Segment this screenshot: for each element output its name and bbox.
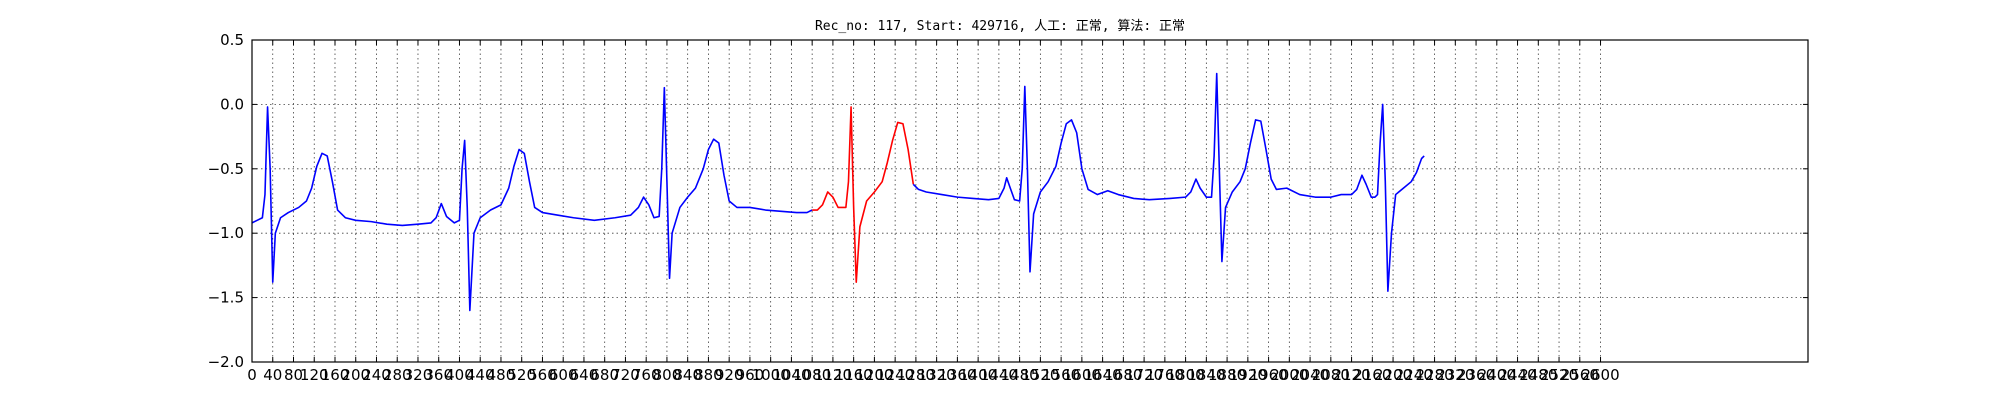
x-tick-label: 2120 (1332, 366, 1370, 384)
x-tick-label: 1040 (772, 366, 810, 384)
y-tick-label: −1.5 (208, 289, 244, 307)
x-tick-label: 2200 (1374, 366, 1412, 384)
x-tick-label: 840 (673, 366, 702, 384)
x-tick-label: 2080 (1312, 366, 1350, 384)
x-tick-label: 2360 (1457, 366, 1495, 384)
x-axis: 0 40 8012016020024028032036040044048052056… (247, 40, 1620, 384)
x-tick-label: 1920 (1229, 366, 1267, 384)
x-tick-label: 560 (528, 366, 557, 384)
x-tick-label: 240 (362, 366, 391, 384)
x-tick-label: 2320 (1436, 366, 1474, 384)
ecg-trace-after (912, 72, 1425, 292)
x-tick-label: 2480 (1519, 366, 1557, 384)
x-tick-label: 1840 (1187, 366, 1225, 384)
x-tick-label: 2520 (1540, 366, 1578, 384)
x-tick-label: 1200 (855, 366, 893, 384)
x-tick-label: 1440 (980, 366, 1018, 384)
x-tick-label: 1760 (1146, 366, 1184, 384)
x-tick-label: 440 (466, 366, 495, 384)
x-tick-label: 2440 (1498, 366, 1536, 384)
x-tick-label: 1480 (1001, 366, 1039, 384)
ecg-trace-before (251, 86, 813, 312)
x-tick-label: 1320 (918, 366, 956, 384)
y-tick-label: −2.0 (208, 353, 244, 371)
x-tick-label: 600 (549, 366, 578, 384)
x-tick-label: 1240 (876, 366, 914, 384)
x-tick-label: 960 (736, 366, 765, 384)
x-tick-label: 1600 (1063, 366, 1101, 384)
x-tick-label: 2240 (1395, 366, 1433, 384)
x-tick-label: 1360 (938, 366, 976, 384)
x-tick-label: 1520 (1021, 366, 1059, 384)
x-tick-label: 760 (632, 366, 661, 384)
x-tick-label: 1160 (835, 366, 873, 384)
x-tick-label: 1560 (1042, 366, 1080, 384)
x-tick-label: 280 (383, 366, 412, 384)
x-tick-label: 2000 (1270, 366, 1308, 384)
x-tick-label: 400 (445, 366, 474, 384)
x-tick-label: 1000 (752, 366, 790, 384)
x-tick-label: 1960 (1249, 366, 1287, 384)
ecg-series (251, 72, 1425, 312)
x-tick-label: 920 (715, 366, 744, 384)
x-tick-label: 720 (611, 366, 640, 384)
x-tick-label: 880 (694, 366, 723, 384)
x-tick-label: 1400 (959, 366, 997, 384)
x-tick-label: 160 (321, 366, 350, 384)
x-tick-label: 2040 (1291, 366, 1329, 384)
x-tick-label: 2280 (1415, 366, 1453, 384)
x-tick-label: 2600 (1581, 366, 1619, 384)
y-tick-label: 0.0 (220, 95, 244, 113)
x-tick-label: 480 (487, 366, 516, 384)
x-tick-label: 120 (300, 366, 329, 384)
y-axis: 0.5 0.0 −0.5 −1.0 −1.5 −2.0 (208, 31, 1808, 371)
x-tick-label: 80 (284, 366, 303, 384)
x-tick-label: 320 (404, 366, 433, 384)
x-tick-label: 640 (570, 366, 599, 384)
x-tick-label: 680 (590, 366, 619, 384)
x-tick-label: 2160 (1353, 366, 1391, 384)
x-tick-label: 360 (424, 366, 453, 384)
x-tick-label: 800 (653, 366, 682, 384)
x-tick-label: 1800 (1167, 366, 1205, 384)
grid-lines (251, 39, 1808, 363)
x-tick-label: 1280 (897, 366, 935, 384)
y-tick-label: 0.5 (220, 31, 244, 49)
plot-frame (251, 39, 1809, 363)
x-tick-label: 2560 (1561, 366, 1599, 384)
x-tick-label: 1680 (1104, 366, 1142, 384)
x-tick-label: 1880 (1208, 366, 1246, 384)
y-tick-label: −0.5 (208, 160, 244, 178)
x-tick-label: 40 (263, 366, 282, 384)
x-tick-label: 520 (507, 366, 536, 384)
chart-title: Rec_no: 117, Start: 429716, 人工: 正常, 算法: … (815, 19, 1185, 34)
x-tick-label: 0 (247, 366, 257, 384)
y-tick-label: −1.0 (208, 224, 244, 242)
x-tick-label: 1720 (1125, 366, 1163, 384)
x-tick-label: 1080 (793, 366, 831, 384)
ecg-trace-highlighted (812, 106, 915, 283)
x-tick-label: 1640 (1084, 366, 1122, 384)
x-tick-label: 1120 (814, 366, 852, 384)
x-tick-label: 2400 (1478, 366, 1516, 384)
x-tick-label: 200 (341, 366, 370, 384)
